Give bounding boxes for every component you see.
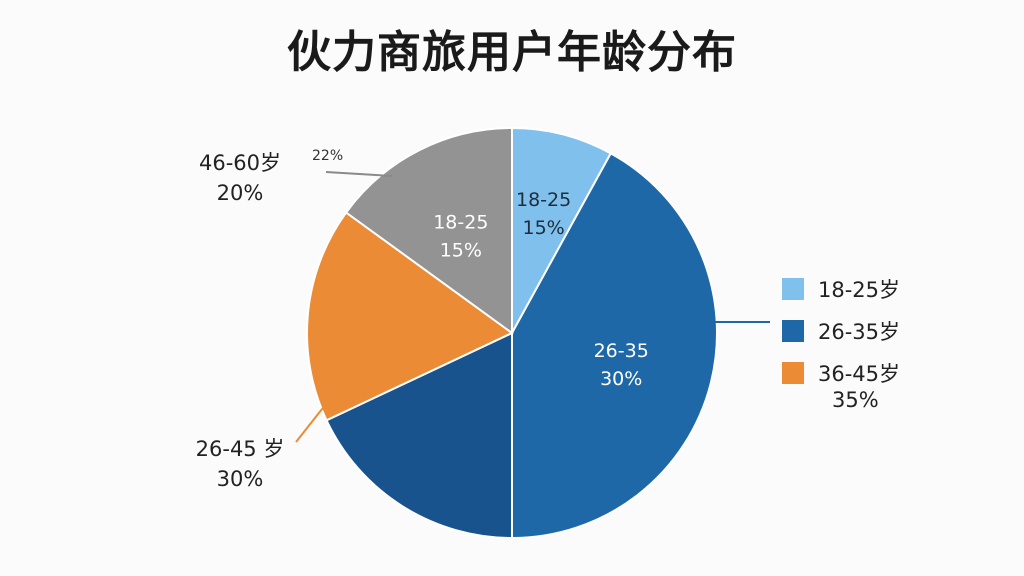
leader-line-top-left — [325, 171, 393, 177]
legend-swatch — [782, 362, 804, 384]
slice-value-label: 15% — [522, 217, 564, 239]
slice-label: 18-25 — [516, 189, 571, 211]
legend: 18-25岁 26-35岁 36-45岁 35% — [782, 268, 900, 412]
slice-value-label: 30% — [600, 368, 642, 390]
callout-bottom-left: 26-45 岁 30% — [182, 434, 298, 494]
callout-top-left-line2: 20% — [216, 181, 264, 205]
pie-slice — [511, 126, 613, 334]
legend-label: 36-45岁 — [818, 362, 901, 386]
legend-label: 26-35岁 — [818, 320, 901, 344]
callout-bottom-left-line2: 30% — [216, 467, 264, 491]
legend-swatch — [782, 278, 804, 300]
slice-label: 26-35 — [594, 340, 649, 362]
slice-value-label: 15% — [440, 240, 482, 262]
legend-item-36-45: 36-45岁 — [782, 352, 900, 394]
pie-slice — [325, 331, 513, 540]
legend-item-26-35: 26-35岁 — [782, 310, 900, 352]
legend-swatch — [782, 320, 804, 342]
leader-line-bottom-left — [295, 403, 327, 443]
pie-slice — [511, 151, 718, 540]
pie-slice — [306, 211, 514, 422]
legend-extra-value: 35% — [832, 388, 879, 412]
callout-top-left-small: 22% — [312, 148, 344, 164]
callout-top-left: 46-60岁 20% — [192, 148, 288, 208]
pie-slice — [344, 126, 513, 335]
slice-label: 18-25 — [433, 212, 488, 234]
chart-title: 伙力商旅用户年龄分布 — [287, 27, 737, 78]
callout-bottom-left-line1: 26-45 岁 — [195, 437, 285, 461]
legend-item-18-25: 18-25岁 — [782, 268, 900, 310]
callout-top-left-line1: 46-60岁 — [198, 151, 282, 175]
legend-label: 18-25岁 — [818, 278, 901, 302]
